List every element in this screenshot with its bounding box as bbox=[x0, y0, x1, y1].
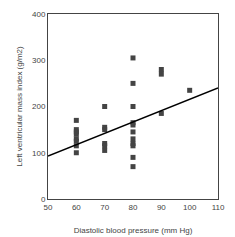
svg-text:0: 0 bbox=[41, 195, 46, 204]
svg-text:Diastolic blood pressure (mm H: Diastolic blood pressure (mm Hg) bbox=[74, 226, 193, 235]
svg-text:400: 400 bbox=[32, 10, 46, 19]
svg-text:100: 100 bbox=[32, 149, 46, 158]
svg-text:70: 70 bbox=[100, 203, 109, 212]
svg-text:100: 100 bbox=[183, 203, 197, 212]
svg-text:200: 200 bbox=[32, 102, 46, 111]
svg-text:90: 90 bbox=[157, 203, 166, 212]
svg-text:80: 80 bbox=[129, 203, 138, 212]
svg-text:50: 50 bbox=[44, 203, 53, 212]
svg-text:60: 60 bbox=[72, 203, 81, 212]
svg-text:300: 300 bbox=[32, 56, 46, 65]
svg-text:110: 110 bbox=[212, 203, 225, 212]
svg-text:Left ventricular mass index (g: Left ventricular mass index (g/m2) bbox=[15, 46, 24, 167]
